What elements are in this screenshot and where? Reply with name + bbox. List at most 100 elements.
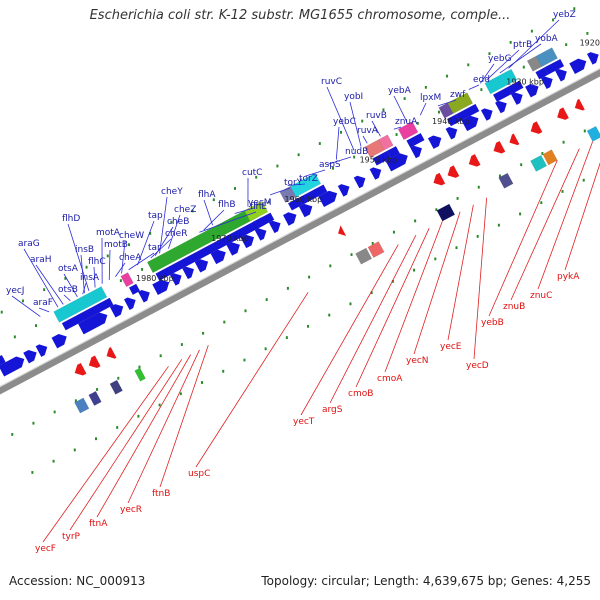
forward-gene-label: lpxM [420, 93, 441, 103]
forward-gene-arrow [586, 52, 599, 65]
forward-leader-line [393, 95, 408, 123]
reverse-leader-line [127, 349, 200, 504]
reverse-leader-line [329, 235, 417, 404]
guide-dot [477, 185, 480, 189]
forward-gene-label: ruvB [366, 111, 387, 121]
guide-dot [233, 187, 236, 190]
forward-leader-line [508, 19, 560, 69]
guide-dot [392, 230, 395, 234]
guide-dot [371, 241, 374, 245]
guide-dot [497, 223, 500, 227]
forward-feature-box [244, 200, 269, 222]
guide-dot [159, 354, 162, 358]
forward-gene-label: cheW [119, 231, 144, 241]
guide-dot [350, 253, 353, 257]
forward-gene-label: yobA [535, 34, 559, 44]
forward-gene-label: yebC [333, 117, 356, 127]
forward-gene-label: torZ [299, 174, 318, 184]
guide-dot [244, 309, 247, 313]
forward-gene-label: otsA [58, 264, 79, 274]
forward-gene-arrow [495, 100, 507, 114]
forward-gene-label: insA [80, 273, 100, 283]
forward-gene-label: insB [75, 245, 94, 255]
guide-dot [265, 298, 268, 301]
kbp-tick-label: 1980 kbp [136, 274, 174, 283]
guide-dot [382, 108, 385, 112]
forward-gene-arrow [23, 349, 37, 364]
forward-gene-arrow [541, 76, 553, 89]
forward-gene-label: ruvC [321, 77, 342, 87]
forward-gene-arrow [555, 68, 567, 82]
forward-feature-box [397, 121, 419, 141]
forward-leader-line [287, 183, 306, 186]
guide-dot [223, 320, 226, 324]
forward-gene-label: yebG [488, 54, 512, 64]
kbp-tick-label: 1950 kbp [360, 155, 398, 164]
reverse-leader-line [69, 359, 183, 531]
kbp-tick-label: 1930 kbp [506, 78, 544, 87]
forward-leader-line [108, 249, 111, 281]
forward-gene-label: araF [33, 298, 53, 308]
guide-dot [243, 358, 246, 362]
forward-feature-box [484, 68, 518, 95]
forward-leader-line [203, 199, 213, 226]
guide-dot [437, 110, 440, 114]
reverse-feature-box [530, 154, 548, 172]
guide-dot [43, 288, 46, 292]
guide-dot [202, 331, 205, 335]
reverse-gene-label: yecR [120, 505, 142, 515]
guide-dot [149, 232, 152, 235]
forward-gene-label: cheY [161, 187, 183, 197]
forward-leader-line [480, 63, 495, 84]
guide-dot [582, 178, 585, 182]
forward-leader-line [11, 295, 41, 317]
guide-dot [191, 209, 194, 213]
guide-dot [583, 129, 586, 133]
reverse-feature-box [109, 379, 123, 395]
forward-gene-label: zwf [450, 90, 466, 100]
forward-leader-line [80, 254, 85, 294]
guide-dot [264, 347, 267, 351]
guide-dot [11, 433, 14, 436]
forward-leader-line [38, 307, 50, 313]
guide-dot [318, 142, 321, 145]
forward-gene-arrow [35, 344, 48, 357]
forward-leader-line [168, 214, 181, 249]
guide-dot [565, 43, 568, 47]
forward-gene-arrow [78, 312, 108, 335]
reverse-leader-line [195, 292, 309, 468]
forward-leader-line [93, 266, 96, 288]
reverse-leader-line [355, 228, 430, 388]
guide-dot [116, 426, 119, 429]
forward-gene-arrow [525, 83, 539, 98]
guide-dot [361, 119, 364, 123]
guide-dot [349, 302, 352, 306]
kbp-tick-label: 1960 kbp [284, 195, 322, 204]
guide-dot [255, 175, 258, 179]
forward-feature-box [120, 272, 134, 288]
forward-gene-label: araG [18, 239, 40, 249]
guide-dot [222, 369, 225, 373]
guide-dot [434, 257, 437, 261]
reverse-gene-label: argS [322, 405, 343, 415]
reverse-gene-arrow [88, 355, 101, 369]
kbp-tick-label: 1940 kbp [432, 117, 470, 126]
forward-gene-arrow [210, 249, 226, 265]
guide-dot [340, 130, 343, 134]
reverse-gene-arrow [74, 363, 87, 376]
guide-dot [488, 52, 491, 56]
reverse-gene-arrow [509, 133, 520, 146]
guide-dot [170, 220, 173, 224]
forward-gene-label: edd [473, 75, 490, 85]
guide-dot [509, 40, 512, 44]
forward-leader-line [468, 84, 480, 90]
forward-gene-label: aspS [319, 160, 341, 170]
forward-gene-arrow [268, 220, 281, 234]
forward-gene-bar [406, 132, 425, 148]
guide-dot [138, 365, 141, 369]
guide-dot [268, 200, 271, 204]
forward-gene-arrow [109, 304, 124, 318]
guide-dot [0, 310, 3, 314]
reverse-feature-box [74, 397, 90, 414]
